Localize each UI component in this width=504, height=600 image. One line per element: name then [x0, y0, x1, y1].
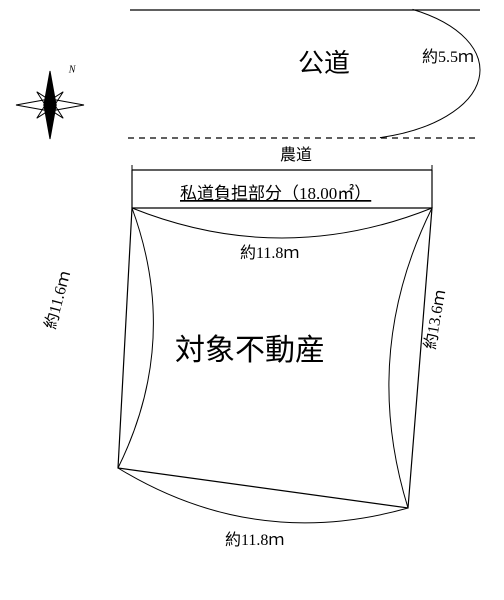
- dimension-arc-right: [389, 208, 432, 508]
- dimension-label-left: 約11.6ｍ: [41, 269, 74, 331]
- farm-road-label: 農道: [280, 146, 312, 164]
- public-road-arc: [380, 9, 480, 137]
- dimension-label-top: 約11.8ｍ: [240, 244, 299, 262]
- dimension-arc-top: [132, 208, 432, 238]
- subject-property-label: 対象不動産: [175, 334, 325, 367]
- dimension-arc-left: [118, 208, 153, 468]
- dimension-label-bottom: 約11.8ｍ: [225, 531, 284, 549]
- dimension-arc-bottom: [118, 468, 408, 523]
- public-road-label: 公道: [298, 49, 350, 78]
- private-road-label: 私道負担部分（18.00㎡）: [180, 184, 371, 203]
- compass-icon: N: [16, 65, 84, 139]
- public-road-width-label: 約5.5ｍ: [422, 48, 474, 66]
- dimension-label-right: 約13.6ｍ: [421, 288, 449, 350]
- compass-n-label: N: [68, 65, 77, 76]
